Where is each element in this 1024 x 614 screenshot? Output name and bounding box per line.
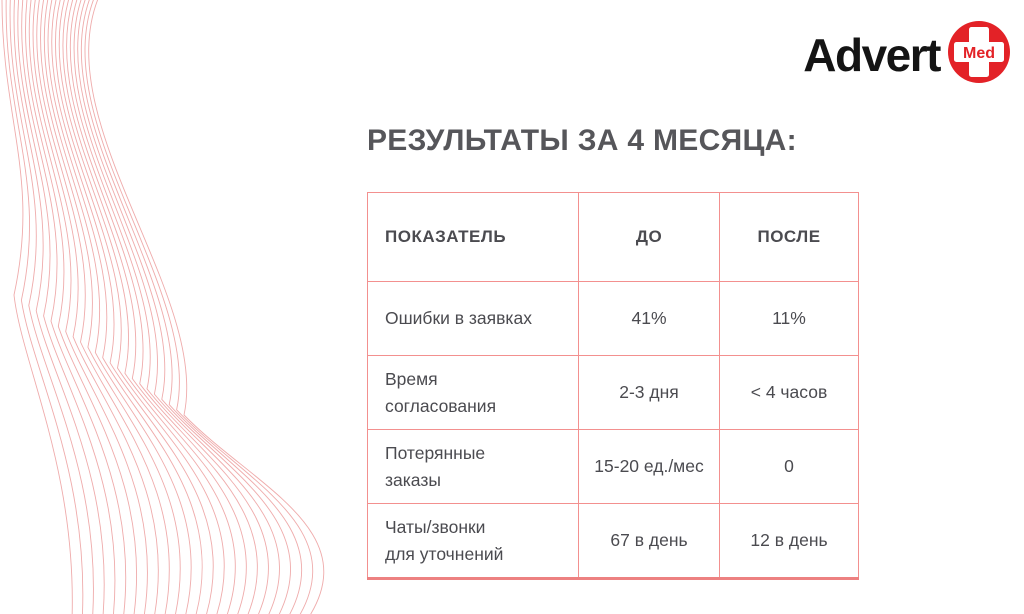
logo-brand-text: Advert (803, 28, 941, 81)
page-title: РЕЗУЛЬТАТЫ ЗА 4 МЕСЯЦА: (367, 124, 797, 157)
before-value-cell: 67 в день (578, 503, 720, 579)
before-value-cell: 41% (578, 281, 720, 356)
before-value-cell: 15-20 ед./мес (578, 429, 720, 504)
table-header-row: ПОКАЗАТЕЛЬ ДО ПОСЛЕ (367, 192, 859, 282)
results-table: ПОКАЗАТЕЛЬ ДО ПОСЛЕ Ошибки в заявках 41%… (367, 192, 859, 580)
table-row: Чаты/звонки для уточнений 67 в день 12 в… (367, 503, 859, 579)
before-value-cell: 2-3 дня (578, 355, 720, 430)
medical-cross-icon: Med (948, 21, 1010, 83)
column-header-indicator: ПОКАЗАТЕЛЬ (367, 192, 579, 282)
logo: Advert Med (803, 20, 1011, 84)
table-row: Время согласования 2-3 дня < 4 часов (367, 355, 859, 430)
table-row: Потерянные заказы 15-20 ед./мес 0 (367, 429, 859, 504)
metric-label-cell: Ошибки в заявках (367, 281, 579, 356)
metric-label-cell: Чаты/звонки для уточнений (367, 503, 579, 579)
after-value-cell: 12 в день (719, 503, 859, 579)
logo-badge-label: Med (963, 45, 995, 62)
decorative-wave-lines-icon (1, 0, 325, 614)
column-header-after: ПОСЛЕ (719, 192, 859, 282)
metric-label-cell: Время согласования (367, 355, 579, 430)
after-value-cell: 11% (719, 281, 859, 356)
after-value-cell: 0 (719, 429, 859, 504)
column-header-before: ДО (578, 192, 720, 282)
metric-label-cell: Потерянные заказы (367, 429, 579, 504)
after-value-cell: < 4 часов (719, 355, 859, 430)
table-row: Ошибки в заявках 41% 11% (367, 281, 859, 356)
